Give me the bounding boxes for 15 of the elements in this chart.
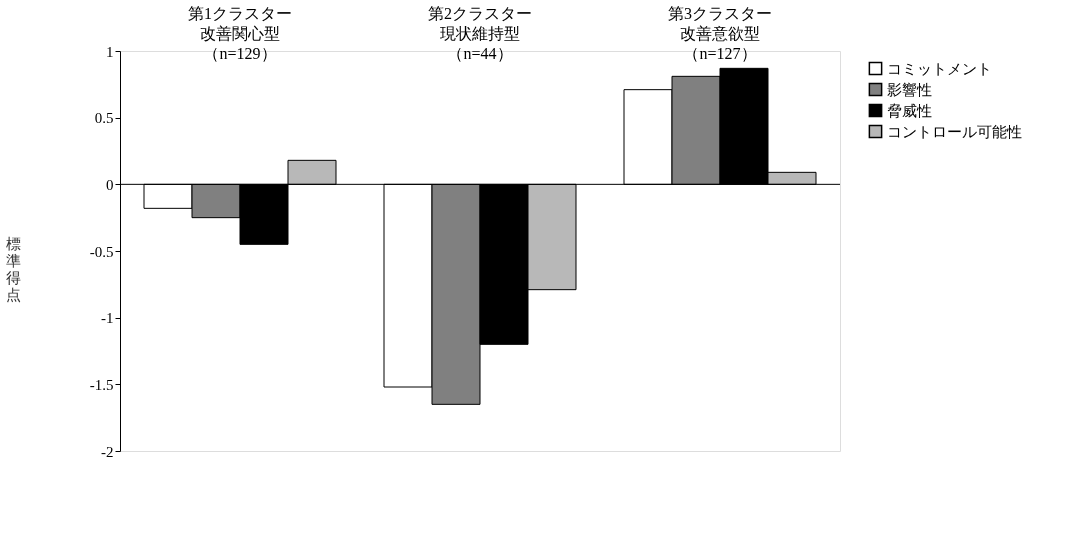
legend-label: 脅威性 [887, 102, 932, 119]
x-tick-label: 第3クラスター改善意欲型（n=127） [668, 4, 772, 62]
legend-label: コミットメント [887, 60, 992, 77]
y-tick-label: 0 [106, 176, 114, 193]
y-tick-label: -2 [101, 443, 114, 460]
x-tick-label: 第2クラスター現状維持型（n=44） [428, 4, 532, 62]
y-tick-label: -1.5 [89, 376, 114, 393]
y-tick-label: -0.5 [89, 243, 114, 260]
legend-label: コントロール可能性 [887, 123, 1022, 140]
y-tick-label: 0.5 [94, 110, 114, 127]
y-tick-label: -1 [101, 310, 114, 327]
legend-label: 影響性 [887, 81, 932, 98]
y-tick-label: 1 [106, 43, 114, 60]
y-axis-title: 標準得点 [6, 235, 22, 303]
x-tick-label: 第1クラスター改善関心型（n=129） [188, 4, 292, 62]
